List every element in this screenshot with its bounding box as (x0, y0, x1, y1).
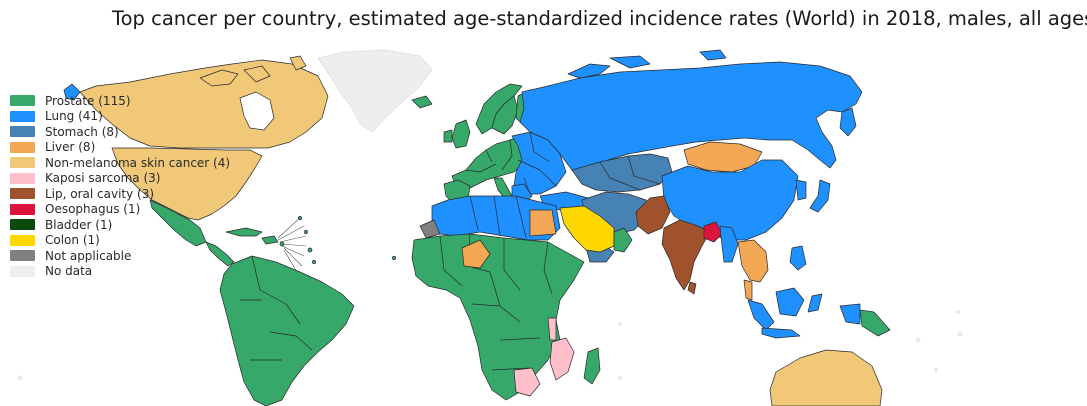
legend-label: Not applicable (45, 248, 132, 263)
legend-swatch (10, 219, 35, 231)
region-hudson-bay (239, 91, 275, 131)
region-malawi (547, 317, 557, 341)
region-iceland (411, 95, 433, 109)
legend-label: Lung (41) (45, 109, 103, 124)
legend-item-lung: Lung (41) (10, 109, 230, 125)
region-western-sahara (419, 219, 441, 239)
legend-swatch (10, 157, 35, 169)
region-greenland (317, 49, 433, 133)
region-nigeria (461, 239, 491, 269)
legend-label: Colon (1) (45, 233, 100, 248)
legend-label: Prostate (115) (45, 93, 131, 108)
legend-swatch (10, 141, 35, 153)
region-malay (743, 279, 753, 301)
region-sumatra (747, 299, 775, 331)
legend-swatch (10, 126, 35, 138)
region-papua-west (839, 303, 861, 325)
region-java (761, 327, 801, 339)
region-papua (859, 309, 891, 337)
legend-swatch (10, 172, 35, 184)
region-pakistan (635, 195, 671, 235)
border-central-asia (599, 155, 661, 191)
legend-item-no-data: No data (10, 264, 230, 280)
region-japan (809, 179, 831, 213)
region-philippines (789, 245, 807, 271)
legend-item-kaposi: Kaposi sarcoma (3) (10, 171, 230, 187)
region-hispaniola (261, 235, 279, 245)
region-bangladesh (703, 221, 723, 243)
border-south-america (240, 255, 313, 361)
legend-swatch (10, 203, 35, 215)
legend-swatch (10, 110, 35, 122)
region-myanmar (719, 225, 739, 263)
border-europe-west (465, 139, 513, 173)
region-ireland (443, 129, 453, 143)
legend-item-prostate: Prostate (115) (10, 93, 230, 109)
legend-label: Oesophagus (1) (45, 202, 141, 217)
region-mozambique (549, 337, 575, 381)
region-madagascar (583, 347, 601, 385)
region-cuba (225, 227, 263, 237)
legend-swatch (10, 250, 35, 262)
region-alaska (63, 83, 81, 101)
region-oman (613, 227, 633, 253)
legend-swatch (10, 188, 35, 200)
legend-swatch (10, 234, 35, 246)
region-botswana (513, 367, 541, 397)
region-saudi-arabia (559, 205, 615, 253)
legend: Prostate (115) Lung (41) Stomach (8) Liv… (10, 93, 230, 279)
region-australia (769, 349, 883, 406)
region-se-asia (737, 239, 769, 283)
region-uk (451, 119, 471, 149)
legend-label: Non-melanoma skin cancer (4) (45, 155, 231, 170)
region-usa (111, 147, 263, 221)
region-sweden (491, 95, 519, 135)
legend-item-bladder: Bladder (1) (10, 217, 230, 233)
legend-item-not-applicable: Not applicable (10, 248, 230, 264)
region-south-america (219, 255, 355, 406)
caribbean-callout-lines (277, 217, 307, 275)
region-russia-islands (567, 49, 727, 79)
region-sri-lanka (687, 281, 697, 295)
legend-label: Stomach (8) (45, 124, 119, 139)
legend-item-colon: Colon (1) (10, 233, 230, 249)
legend-item-oesophagus: Oesophagus (1) (10, 202, 230, 218)
legend-label: No data (45, 264, 93, 279)
legend-item-skin: Non-melanoma skin cancer (4) (10, 155, 230, 171)
region-central-america (205, 241, 235, 267)
legend-item-stomach: Stomach (8) (10, 124, 230, 140)
map-title: Top cancer per country, estimated age-st… (112, 7, 1087, 30)
legend-item-liver: Liver (8) (10, 140, 230, 156)
region-kamchatka (839, 107, 857, 137)
legend-item-lip: Lip, oral cavity (3) (10, 186, 230, 202)
region-india (661, 219, 711, 291)
region-mexico (149, 199, 207, 247)
legend-swatch (10, 95, 35, 107)
region-sulawesi (807, 293, 823, 313)
region-egypt (529, 209, 557, 237)
region-canada-islands (199, 55, 307, 87)
legend-label: Liver (8) (45, 140, 96, 155)
legend-swatch (10, 265, 35, 277)
region-korea (795, 179, 807, 201)
legend-label: Lip, oral cavity (3) (45, 186, 155, 201)
region-borneo (775, 287, 805, 317)
border-north-africa (469, 195, 527, 239)
legend-label: Kaposi sarcoma (3) (45, 171, 161, 186)
legend-label: Bladder (1) (45, 217, 113, 232)
